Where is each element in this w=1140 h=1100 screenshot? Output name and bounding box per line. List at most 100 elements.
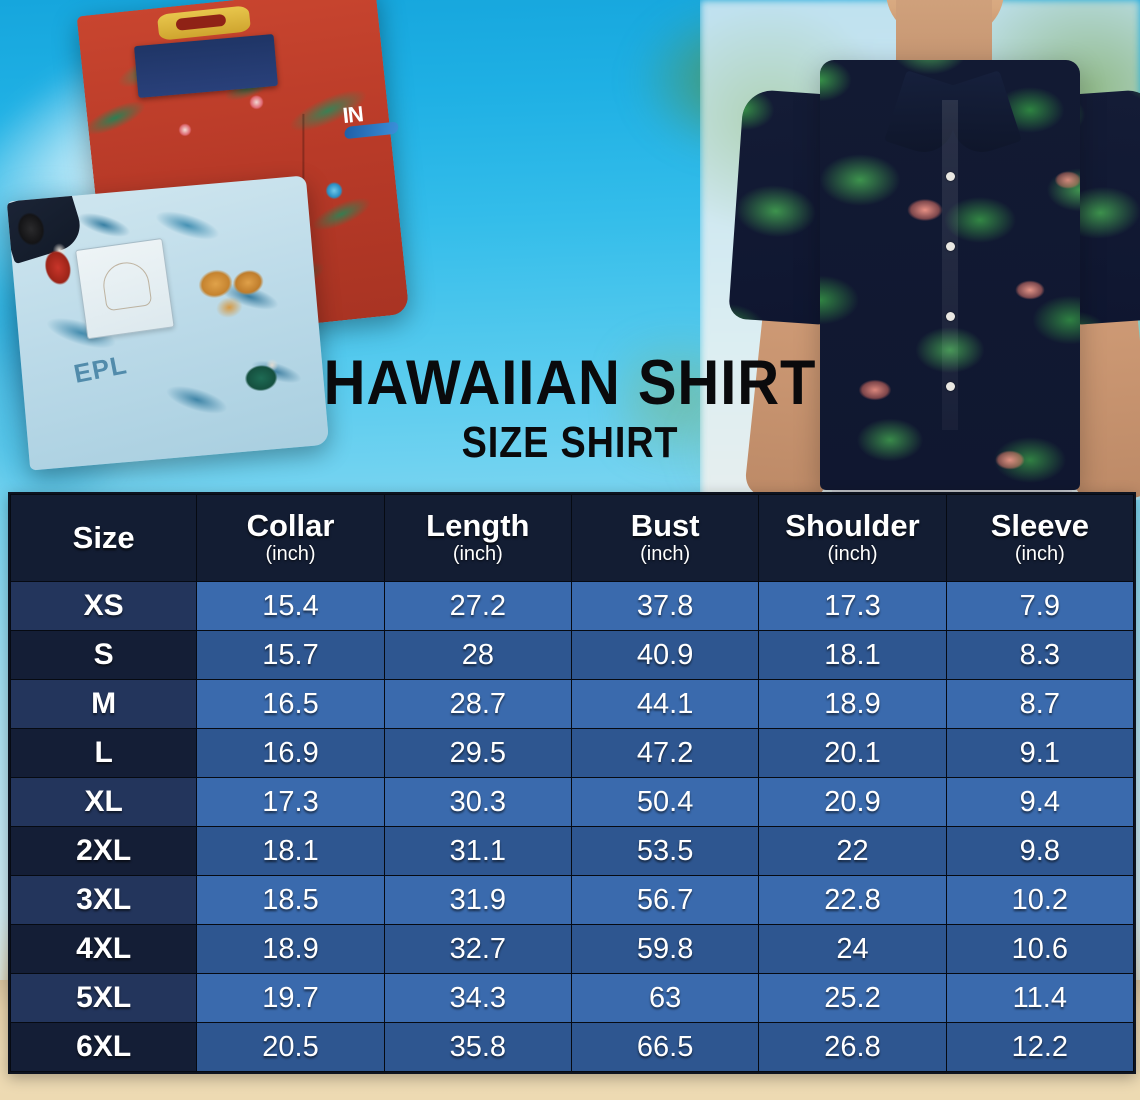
length-cell: 32.7 [383,924,572,974]
shoulder-cell: 18.9 [758,679,947,729]
table-row: 2XL 18.1 31.1 53.5 22 9.8 [9,826,1135,876]
table-body: XS 15.4 27.2 37.8 17.3 7.9 S 15.7 28 40.9 18.1 8.3 M… [9,581,1135,1072]
bust-cell: 66.5 [570,1022,760,1072]
column-header-collar-label: Collar [246,508,335,544]
bust-cell: 53.5 [570,826,760,876]
length-cell: 31.1 [383,826,572,876]
sleeve-cell: 9.8 [945,826,1135,876]
shoulder-cell: 17.3 [758,581,947,631]
size-cell: 3XL [9,875,198,925]
sleeve-cell: 10.6 [945,924,1135,974]
collar-cell: 15.4 [196,581,385,631]
column-header-shoulder-unit: (inch) [827,542,878,565]
blue-hawaiian-shirt: EPL [6,175,330,471]
collar-cell: 18.5 [196,875,385,925]
model-photo [700,0,1140,500]
length-cell: 31.9 [383,875,572,925]
shirt-placket [942,100,958,430]
bust-cell: 40.9 [570,630,760,680]
collar-cell: 16.5 [196,679,385,729]
bust-cell: 63 [570,973,760,1023]
bust-cell: 47.2 [570,728,760,778]
collar-cell: 20.5 [196,1022,385,1072]
size-cell: S [9,630,198,680]
table-row: M 16.5 28.7 44.1 18.9 8.7 [9,679,1135,729]
length-cell: 28.7 [383,679,572,729]
size-chart-table: Size Collar (inch) Length (inch) Bust (i… [9,494,1135,1072]
bust-cell: 44.1 [570,679,760,729]
size-cell: 4XL [9,924,198,974]
navy-flamingo-shirt [820,60,1080,490]
column-header-shoulder-label: Shoulder [785,508,920,544]
table-row: L 16.9 29.5 47.2 20.1 9.1 [9,728,1135,778]
column-header-sleeve: Sleeve (inch) [945,494,1135,582]
length-cell: 30.3 [383,777,572,827]
table-row: 5XL 19.7 34.3 63 25.2 11.4 [9,973,1135,1023]
column-header-collar-unit: (inch) [265,542,316,565]
collar-cell: 15.7 [196,630,385,680]
shirt-print-text: EPL [71,349,130,389]
shirt-button [946,382,955,391]
column-header-sleeve-label: Sleeve [990,508,1089,544]
shirt-button [946,312,955,321]
size-cell: 6XL [9,1022,198,1072]
length-cell: 35.8 [383,1022,572,1072]
table-header-row: Size Collar (inch) Length (inch) Bust (i… [9,494,1135,582]
collar-cell: 19.7 [196,973,385,1023]
shirt-logo: IN [341,97,406,155]
column-header-bust-label: Bust [630,508,700,544]
sleeve-cell: 10.2 [945,875,1135,925]
column-header-bust-unit: (inch) [640,542,691,565]
collar-cell: 18.1 [196,826,385,876]
sleeve-cell: 9.1 [945,728,1135,778]
table-row: 4XL 18.9 32.7 59.8 24 10.6 [9,924,1135,974]
column-header-size: Size [9,494,198,582]
length-cell: 27.2 [383,581,572,631]
column-header-bust: Bust (inch) [570,494,760,582]
length-cell: 29.5 [383,728,572,778]
size-cell: 2XL [9,826,198,876]
table-header: Size Collar (inch) Length (inch) Bust (i… [9,494,1135,582]
size-cell: M [9,679,198,729]
size-cell: L [9,728,198,778]
column-header-length-label: Length [426,508,530,544]
collar-cell: 17.3 [196,777,385,827]
column-header-sleeve-unit: (inch) [1014,542,1065,565]
shoulder-cell: 18.1 [758,630,947,680]
table-row: S 15.7 28 40.9 18.1 8.3 [9,630,1135,680]
folded-shirts-photo: IN EPL [6,0,410,471]
shoulder-cell: 22.8 [758,875,947,925]
length-cell: 34.3 [383,973,572,1023]
butterfly-motif [184,243,281,335]
length-cell: 28 [383,630,572,680]
column-header-collar: Collar (inch) [196,494,385,582]
column-header-length: Length (inch) [383,494,572,582]
shoulder-cell: 25.2 [758,973,947,1023]
sleeve-cell: 8.3 [945,630,1135,680]
bust-cell: 56.7 [570,875,760,925]
bust-cell: 50.4 [570,777,760,827]
size-chart-table-container: Size Collar (inch) Length (inch) Bust (i… [8,492,1136,1074]
bust-cell: 37.8 [570,581,760,631]
sleeve-cell: 8.7 [945,679,1135,729]
size-cell: XL [9,777,198,827]
collar-cell: 18.9 [196,924,385,974]
parrot-motif-secondary [230,349,292,407]
shoulder-cell: 20.9 [758,777,947,827]
column-header-shoulder: Shoulder (inch) [758,494,947,582]
shoulder-cell: 24 [758,924,947,974]
sleeve-cell: 7.9 [945,581,1135,631]
sleeve-cell: 11.4 [945,973,1135,1023]
size-cell: 5XL [9,973,198,1023]
size-cell: XS [9,581,198,631]
collar-cell: 16.9 [196,728,385,778]
shirt-button [946,242,955,251]
shirt-pocket [75,237,175,340]
bust-cell: 59.8 [570,924,760,974]
column-header-length-unit: (inch) [452,542,503,565]
sleeve-cell: 9.4 [945,777,1135,827]
shoulder-cell: 20.1 [758,728,947,778]
shirt-button [946,172,955,181]
table-row: 3XL 18.5 31.9 56.7 22.8 10.2 [9,875,1135,925]
